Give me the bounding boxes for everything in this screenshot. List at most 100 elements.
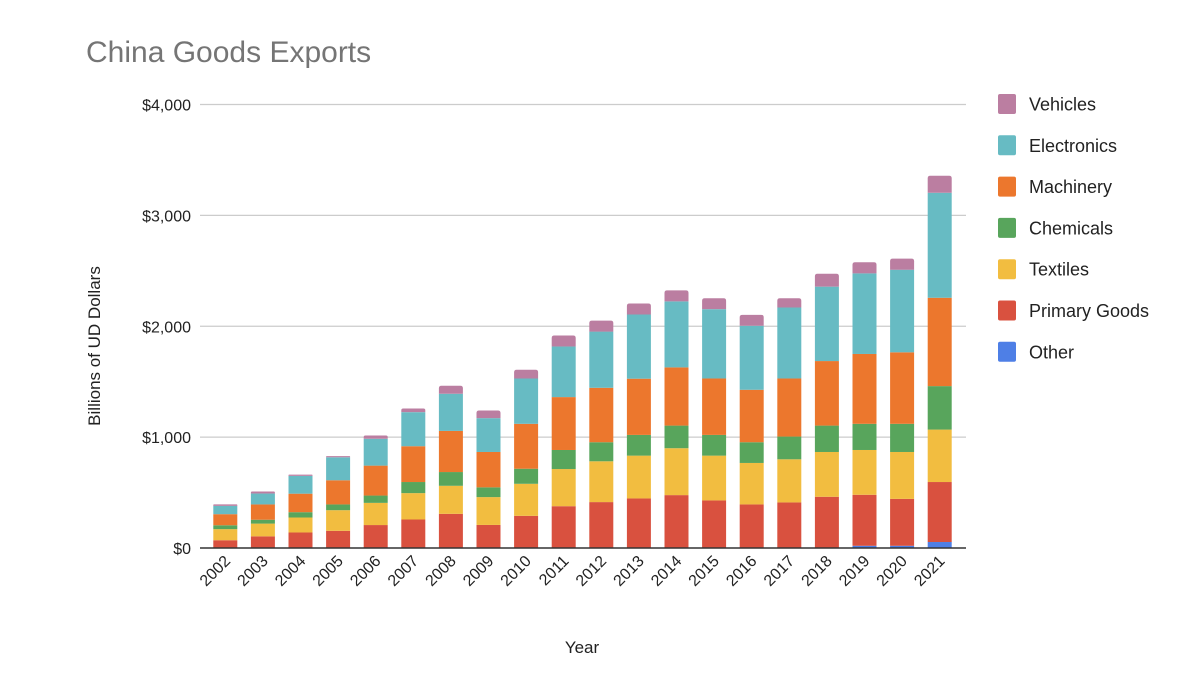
x-tick-label: 2003 [235,553,272,590]
bar-segment-electronics-2005 [326,457,351,481]
bar-stack-2007 [401,408,426,548]
bar-segment-machinery-2007 [401,446,426,483]
bar-segment-chemicals-2020 [890,423,915,452]
x-tick-label: 2019 [836,553,873,590]
bar-segment-primary-goods-2003 [250,536,275,548]
bar-segment-primary-goods-2021 [927,482,952,543]
bar-segment-electronics-2015 [702,309,727,379]
bar-segment-textiles-2005 [326,510,351,531]
bar-segment-machinery-2004 [288,493,313,513]
bar-segment-electronics-2021 [927,192,952,298]
bar-stack-2008 [438,385,463,548]
bar-segment-textiles-2014 [664,448,689,496]
y-axis-ticks: $0 $1,000 $2,000 $3,000 $4,000 [142,98,191,559]
bar-stack-2002 [213,504,238,548]
bar-segment-primary-goods-2014 [664,495,689,548]
bar-segment-vehicles-2010 [514,369,539,379]
y-tick-label: $1,000 [142,430,191,447]
bar-segment-machinery-2014 [664,367,689,426]
bar-segment-electronics-2019 [852,273,877,354]
bar-segment-vehicles-2015 [702,298,727,310]
bar-segment-electronics-2003 [250,493,275,505]
bar-segment-vehicles-2020 [890,258,915,270]
bar-stack-2015 [702,298,727,548]
bar-segment-vehicles-2009 [476,410,501,419]
bar-segment-textiles-2012 [589,461,614,503]
x-tick-label: 2012 [573,553,610,590]
bar-segment-electronics-2012 [589,331,614,388]
bar-segment-machinery-2020 [890,352,915,424]
legend-swatch [998,94,1016,114]
bar-segment-chemicals-2010 [514,468,539,484]
bar-segment-electronics-2020 [890,269,915,353]
bar-segment-machinery-2002 [213,514,238,526]
legend-swatch [998,259,1016,280]
bar-segment-textiles-2004 [288,517,313,533]
bar-stack-2011 [551,335,576,548]
legend-item-chemicals: Chemicals [998,217,1113,238]
bar-segment-primary-goods-2010 [514,515,539,548]
bar-segment-other-2020 [890,545,915,548]
bar-segment-machinery-2021 [927,297,952,387]
bar-segment-primary-goods-2013 [626,498,651,548]
x-tick-label: 2018 [799,553,836,590]
bar-segment-electronics-2009 [476,418,501,452]
x-tick-label: 2020 [874,553,911,590]
x-tick-label: 2002 [197,553,234,590]
bar-segment-vehicles-2019 [852,262,877,274]
bar-stack-2019 [852,262,877,548]
x-tick-label: 2008 [423,553,460,590]
bar-segment-chemicals-2016 [739,442,764,463]
y-tick-label: $3,000 [142,208,191,225]
bar-stack-2009 [476,410,501,548]
legend-label: Vehicles [1029,95,1096,115]
bar-segment-vehicles-2011 [551,335,576,347]
bar-segment-vehicles-2016 [739,314,764,326]
bar-segment-electronics-2002 [213,505,238,515]
bar-segment-chemicals-2019 [852,423,877,450]
bar-segment-primary-goods-2002 [213,540,238,548]
bar-stack-2014 [664,290,689,548]
y-tick-label: $4,000 [142,98,191,115]
bar-stack-2010 [514,369,539,548]
bar-segment-textiles-2015 [702,455,727,501]
bar-segment-textiles-2019 [852,449,877,495]
bar-stack-2013 [626,303,651,548]
bar-segment-machinery-2011 [551,397,576,450]
bar-segment-textiles-2011 [551,469,576,507]
legend-swatch [998,341,1016,362]
bar-segment-primary-goods-2018 [814,496,839,548]
legend-label: Chemicals [1029,218,1113,238]
bar-segment-chemicals-2003 [250,519,275,524]
bar-segment-textiles-2008 [438,485,463,514]
bar-segment-primary-goods-2015 [702,500,727,548]
bar-segment-vehicles-2003 [250,491,275,494]
legend-item-electronics: Electronics [998,135,1117,156]
bar-segment-electronics-2008 [438,393,463,431]
bar-stack-2016 [739,314,764,548]
bar-segment-primary-goods-2017 [777,502,802,548]
bar-segment-vehicles-2017 [777,298,802,308]
bar-segment-machinery-2006 [363,465,388,496]
legend-item-vehicles: Vehicles [998,94,1096,115]
bar-segment-vehicles-2007 [401,408,426,413]
y-axis-title: Billions of UD Dollars [85,266,104,426]
bar-segment-machinery-2015 [702,378,727,435]
bar-segment-chemicals-2005 [326,504,351,511]
bar-segment-vehicles-2013 [626,303,651,315]
legend-label: Other [1029,342,1074,362]
bar-segment-textiles-2013 [626,455,651,499]
bar-segment-textiles-2021 [927,429,952,483]
bar-segment-chemicals-2018 [814,425,839,452]
bar-segment-vehicles-2012 [589,320,614,332]
x-tick-label: 2015 [686,553,723,590]
bar-segment-machinery-2016 [739,389,764,443]
bar-segment-vehicles-2002 [213,504,238,506]
legend-item-textiles: Textiles [998,259,1089,280]
x-tick-label: 2010 [498,553,535,590]
bar-segment-machinery-2003 [250,504,275,520]
x-axis-title: Year [565,638,600,657]
bar-segment-machinery-2009 [476,451,501,488]
bar-segment-chemicals-2008 [438,472,463,486]
bar-stack-2005 [326,456,351,548]
